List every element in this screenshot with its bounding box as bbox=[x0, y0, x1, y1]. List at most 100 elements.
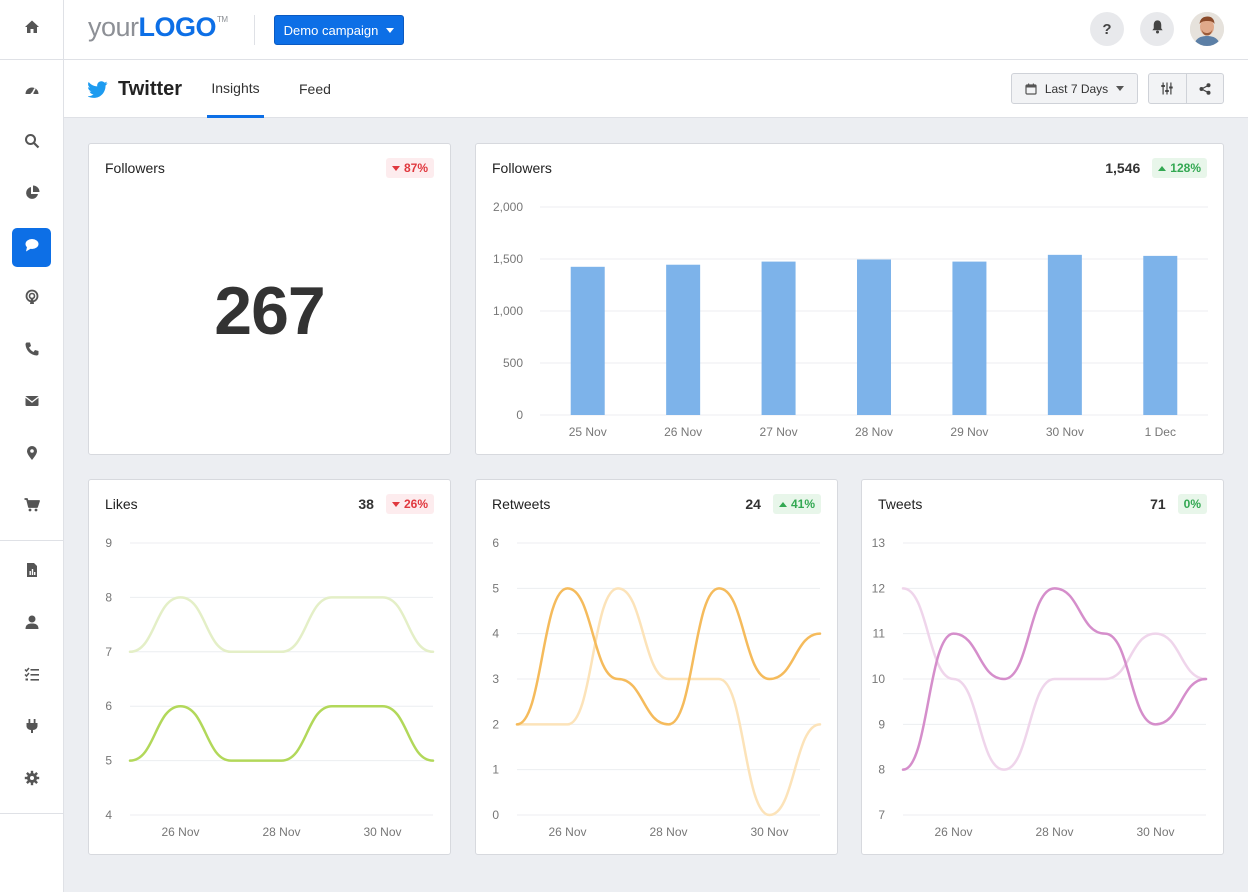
nav-users[interactable] bbox=[12, 605, 51, 644]
campaign-dropdown[interactable]: Demo campaign bbox=[274, 15, 404, 45]
y-tick-label: 4 bbox=[105, 808, 112, 822]
tab-feed[interactable]: Feed bbox=[299, 60, 331, 118]
tab-insights-label: Insights bbox=[211, 79, 260, 96]
bar bbox=[952, 261, 987, 415]
y-tick-label: 1,500 bbox=[493, 252, 523, 266]
x-tick-label: 30 Nov bbox=[363, 825, 401, 839]
nav-search[interactable] bbox=[12, 124, 51, 163]
chevron-down-icon bbox=[386, 27, 395, 33]
y-tick-label: 2 bbox=[492, 717, 499, 731]
topbar: yourLOGOTM Demo campaign ? bbox=[64, 0, 1248, 60]
tab-feed-label: Feed bbox=[299, 81, 331, 97]
change-badge: 26% bbox=[385, 494, 434, 514]
logo-your-text: your bbox=[88, 12, 139, 42]
avatar-photo-icon bbox=[1190, 12, 1224, 46]
y-tick-label: 5 bbox=[492, 581, 499, 595]
mail-icon bbox=[24, 393, 40, 414]
card-title: Retweets bbox=[492, 496, 551, 512]
bar bbox=[570, 266, 605, 415]
nav-integrations[interactable] bbox=[12, 709, 51, 748]
dashboard-icon bbox=[24, 82, 40, 103]
y-tick-label: 9 bbox=[878, 717, 885, 731]
x-tick-label: 26 Nov bbox=[664, 425, 702, 439]
plug-icon bbox=[24, 718, 40, 739]
card-title: Likes bbox=[105, 496, 138, 512]
nav-email[interactable] bbox=[12, 384, 51, 423]
x-tick-label: 30 Nov bbox=[1136, 825, 1174, 839]
share-button[interactable] bbox=[1185, 74, 1224, 103]
series-line-previous bbox=[128, 596, 435, 654]
nav-podcast[interactable] bbox=[12, 280, 51, 319]
share-icon bbox=[1199, 82, 1211, 95]
chat-bubble-icon bbox=[24, 237, 40, 258]
series-line-current bbox=[515, 587, 822, 726]
help-button[interactable]: ? bbox=[1090, 12, 1124, 46]
avatar[interactable] bbox=[1190, 12, 1224, 46]
series-line-previous bbox=[901, 587, 1208, 771]
y-tick-label: 10 bbox=[872, 672, 886, 686]
bar bbox=[761, 261, 796, 415]
tab-insights[interactable]: Insights bbox=[207, 60, 264, 118]
user-icon bbox=[24, 614, 40, 635]
card-header-right: 38 26% bbox=[358, 494, 434, 514]
card-total: 1,546 bbox=[1105, 160, 1141, 176]
x-tick-label: 1 Dec bbox=[1145, 425, 1176, 439]
customize-button[interactable] bbox=[1149, 74, 1186, 103]
card-total: 38 bbox=[358, 496, 374, 512]
chevron-down-icon bbox=[1116, 86, 1125, 91]
change-badge: 41% bbox=[772, 494, 821, 514]
tweets-line-chart: 7 8 9 10 11 12 13 26 Nov 28 Nov 30 Nov bbox=[872, 536, 1208, 839]
y-tick-label: 3 bbox=[492, 672, 499, 686]
x-tick-label: 28 Nov bbox=[1035, 825, 1073, 839]
page-title-text: Twitter bbox=[118, 78, 183, 100]
sliders-icon bbox=[1161, 82, 1173, 95]
report-icon bbox=[24, 562, 40, 583]
y-tick-label: 500 bbox=[503, 356, 523, 370]
card-title: Followers bbox=[105, 160, 165, 176]
nav-reports-pie[interactable] bbox=[12, 176, 51, 215]
bar bbox=[857, 259, 891, 415]
logo[interactable]: yourLOGOTM bbox=[88, 12, 228, 43]
notifications-button[interactable] bbox=[1140, 12, 1174, 46]
nav-local[interactable] bbox=[12, 436, 51, 475]
nav-home[interactable] bbox=[0, 0, 63, 60]
map-pin-icon bbox=[24, 445, 40, 466]
change-value: 41% bbox=[790, 497, 815, 511]
likes-card: Likes 38 26% 4 5 6 7 8 9 26 Nov 28 Nov 30 Nov bbox=[88, 479, 451, 855]
bell-icon bbox=[1150, 19, 1165, 39]
nav-tasks[interactable] bbox=[12, 657, 51, 696]
topbar-separator bbox=[254, 15, 255, 45]
x-tick-label: 30 Nov bbox=[1046, 425, 1084, 439]
x-tick-label: 30 Nov bbox=[750, 825, 788, 839]
change-badge: 128% bbox=[1152, 158, 1207, 178]
y-tick-label: 13 bbox=[872, 536, 886, 550]
x-tick-label: 27 Nov bbox=[760, 425, 798, 439]
bar bbox=[1143, 255, 1178, 415]
series-line-previous bbox=[515, 587, 822, 817]
card-header-right: 1,546 128% bbox=[1105, 158, 1207, 178]
y-tick-label: 5 bbox=[105, 754, 112, 768]
y-tick-label: 0 bbox=[492, 808, 499, 822]
nav-settings[interactable] bbox=[12, 761, 51, 800]
nav-dashboard[interactable] bbox=[12, 73, 51, 112]
nav-reports[interactable] bbox=[12, 553, 51, 592]
nav-ecommerce[interactable] bbox=[12, 488, 51, 527]
retweets-card: Retweets 24 41% 0 1 2 3 4 5 6 26 Nov 28 Nov 30 No… bbox=[475, 479, 838, 855]
nav-calls[interactable] bbox=[12, 332, 51, 371]
nav-social[interactable] bbox=[12, 228, 51, 267]
series-line-current bbox=[901, 587, 1208, 771]
followers-value: 267 bbox=[214, 273, 325, 349]
series-line-current bbox=[128, 704, 435, 762]
date-range-label: Last 7 Days bbox=[1044, 81, 1109, 96]
likes-line-chart: 4 5 6 7 8 9 26 Nov 28 Nov 30 Nov bbox=[105, 536, 435, 839]
y-tick-label: 0 bbox=[516, 408, 523, 422]
cart-icon bbox=[24, 497, 40, 518]
y-tick-label: 6 bbox=[492, 536, 499, 550]
sidebar bbox=[0, 0, 64, 892]
date-range-dropdown[interactable]: Last 7 Days bbox=[1011, 73, 1138, 104]
checklist-icon bbox=[23, 666, 40, 687]
card-header-right: 71 0% bbox=[1150, 494, 1207, 514]
followers-kpi-card: Followers 87% 267 bbox=[88, 143, 451, 455]
pie-chart-icon bbox=[24, 185, 40, 206]
y-tick-label: 12 bbox=[872, 581, 886, 595]
